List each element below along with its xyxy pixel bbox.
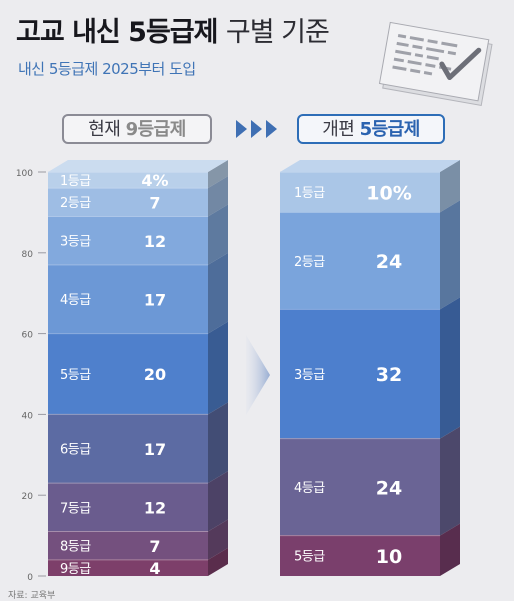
new-segment-5: 5등급 10 — [280, 523, 460, 576]
current-grade-label: 7등급 — [60, 501, 91, 516]
current-value-label: 4 — [149, 559, 160, 578]
current-segment-3: 3등급 12 — [48, 204, 228, 265]
current-bar-side — [208, 160, 228, 189]
current-bar-front — [48, 172, 208, 189]
new-segment-3: 3등급 32 — [280, 297, 460, 439]
new-grade-label: 5등급 — [294, 550, 325, 565]
current-bar-side — [208, 402, 228, 484]
current-bar-side — [208, 519, 228, 560]
current-bar-side — [208, 547, 228, 576]
current-bar-front — [48, 333, 208, 415]
y-tick-label: 60 — [22, 331, 34, 341]
current-segment-7: 7등급 12 — [48, 471, 228, 532]
current-segment-8: 8등급 7 — [48, 519, 228, 560]
new-segment-2: 2등급 24 — [280, 200, 460, 310]
current-value-label: 7 — [149, 193, 160, 212]
current-bar-top — [48, 160, 228, 172]
current-system-label: 현재 9등급제 — [62, 114, 212, 144]
subtitle: 내신 5등급제 2025부터 도입 — [18, 60, 196, 78]
current-grade-label: 5등급 — [60, 368, 91, 383]
current-bar-side — [208, 204, 228, 265]
current-grade-label: 8등급 — [60, 540, 91, 555]
current-bar-side — [208, 176, 228, 217]
new-bar-front — [280, 212, 440, 310]
new-value-label: 32 — [376, 364, 402, 386]
title-bold: 고교 내신 5등급제 — [16, 17, 218, 48]
current-value-label: 20 — [144, 365, 166, 384]
page-title: 고교 내신 5등급제 구별 기준 — [16, 10, 330, 49]
current-bar-front — [48, 264, 208, 334]
checked-document-icon — [378, 21, 493, 107]
current-value-label: 4% — [141, 171, 168, 190]
y-tick-label: 80 — [22, 250, 34, 260]
new-value-label: 24 — [376, 251, 402, 273]
current-segment-4: 4등급 17 — [48, 252, 228, 334]
current-bar-front — [48, 216, 208, 265]
new-value-label: 24 — [376, 477, 402, 499]
current-bar-side — [208, 252, 228, 334]
new-segment-4: 4등급 24 — [280, 426, 460, 536]
current-bar-front — [48, 531, 208, 560]
current-accent: 9등급제 — [125, 119, 187, 140]
current-grade-label: 1등급 — [60, 174, 91, 189]
current-bar-front — [48, 559, 208, 576]
current-bar-side — [208, 321, 228, 415]
new-bar-front — [280, 172, 440, 213]
current-grade-label: 2등급 — [60, 196, 91, 211]
new-value-label: 10% — [366, 182, 411, 204]
new-grade-label: 3등급 — [294, 368, 325, 383]
triple-arrow-icon — [236, 120, 277, 138]
current-prefix: 현재 — [88, 119, 121, 140]
new-bar-side — [440, 523, 460, 576]
new-bar-side — [440, 160, 460, 213]
new-bar-top — [280, 160, 460, 172]
current-segment-6: 6등급 17 — [48, 402, 228, 484]
current-bar-front — [48, 414, 208, 484]
source-note: 자료: 교육부 — [8, 591, 56, 601]
new-accent: 5등급제 — [359, 119, 421, 140]
title-light: 구별 기준 — [225, 17, 330, 48]
y-tick-label: 0 — [27, 573, 33, 583]
current-grade-label: 3등급 — [60, 235, 91, 250]
current-grade-label: 6등급 — [60, 443, 91, 458]
current-grade-label: 4등급 — [60, 293, 91, 308]
new-grade-label: 2등급 — [294, 255, 325, 270]
new-value-label: 10 — [376, 546, 402, 568]
current-value-label: 12 — [144, 498, 166, 517]
y-tick-label: 40 — [22, 411, 34, 421]
y-tick-label: 100 — [16, 169, 33, 179]
current-value-label: 7 — [149, 537, 160, 556]
current-bar-front — [48, 188, 208, 217]
current-segment-9: 9등급 4 — [48, 547, 228, 578]
current-segment-1: 1등급 4% — [48, 160, 228, 190]
current-value-label: 17 — [144, 440, 166, 459]
current-bar-front — [48, 483, 208, 532]
current-value-label: 17 — [144, 290, 166, 309]
current-segment-2: 2등급 7 — [48, 176, 228, 217]
new-bar-side — [440, 297, 460, 439]
new-grade-label: 1등급 — [294, 186, 325, 201]
transition-arrow-icon — [246, 335, 270, 415]
current-grade-label: 9등급 — [60, 562, 91, 577]
current-value-label: 12 — [144, 232, 166, 251]
y-tick-label: 20 — [22, 492, 34, 502]
new-system-label: 개편 5등급제 — [297, 114, 445, 144]
new-grade-label: 4등급 — [294, 481, 325, 496]
new-bar-front — [280, 438, 440, 536]
current-segment-5: 5등급 20 — [48, 321, 228, 415]
new-prefix: 개편 — [322, 119, 355, 140]
new-bar-side — [440, 200, 460, 310]
new-bar-front — [280, 535, 440, 576]
current-bar-side — [208, 471, 228, 532]
new-bar-side — [440, 426, 460, 536]
new-bar-front — [280, 309, 440, 439]
